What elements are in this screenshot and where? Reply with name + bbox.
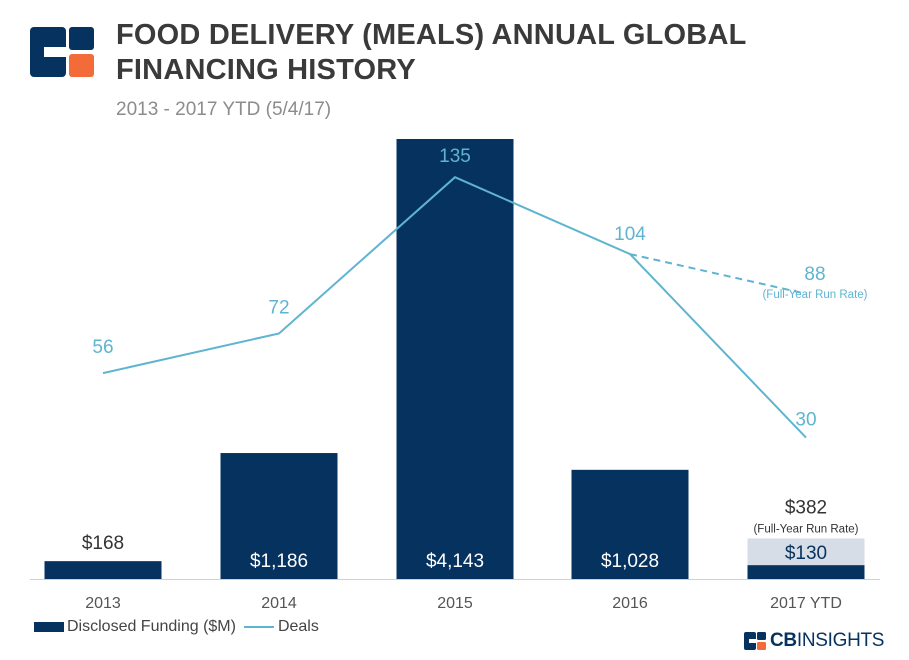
chart-title-block: FOOD DELIVERY (MEALS) ANNUAL GLOBAL FINA… bbox=[116, 18, 876, 88]
x-tick-label: 2014 bbox=[261, 595, 297, 612]
brand-prefix: CB bbox=[770, 630, 797, 651]
x-tick-label: 2013 bbox=[85, 595, 121, 612]
bar-value-label: $130 bbox=[785, 543, 827, 564]
x-tick-label: 2016 bbox=[612, 595, 648, 612]
deals-value-label: 56 bbox=[92, 337, 113, 358]
deals-value-label: 104 bbox=[614, 224, 646, 245]
x-tick-label: 2015 bbox=[437, 595, 473, 612]
legend-deals-swatch bbox=[243, 626, 274, 628]
cb-insights-logo bbox=[30, 27, 94, 77]
bar-value-label: $168 bbox=[82, 533, 124, 554]
deals-line bbox=[102, 176, 807, 439]
brand-suffix: INSIGHTS bbox=[796, 630, 885, 651]
bar-2017-ytd bbox=[747, 565, 865, 579]
chart-title: FOOD DELIVERY (MEALS) ANNUAL GLOBAL FINA… bbox=[116, 19, 746, 86]
deals-value-label: 30 bbox=[795, 410, 816, 431]
legend-funding-label: Disclosed Funding ($M) bbox=[67, 618, 236, 635]
deals-value-label: 72 bbox=[268, 297, 289, 318]
run-rate-funding-note: (Full-Year Run Rate) bbox=[753, 523, 858, 535]
logo-white-notch bbox=[44, 47, 66, 57]
bar-value-label: $1,028 bbox=[601, 551, 659, 572]
chart-legend: Disclosed Funding ($M) Deals bbox=[34, 618, 319, 636]
bar-2015 bbox=[396, 139, 514, 579]
bar-2013 bbox=[44, 561, 162, 579]
bar-2016 bbox=[571, 469, 689, 579]
bar-value-label: $1,186 bbox=[250, 551, 308, 572]
x-tick-label: 2017 YTD bbox=[770, 595, 842, 612]
deals-value-label: 135 bbox=[439, 146, 471, 167]
logo-navy-top-right bbox=[69, 27, 94, 50]
run-rate-deals-label: 88 bbox=[804, 264, 825, 285]
deals-run-rate-line bbox=[629, 253, 807, 295]
legend-funding-swatch bbox=[34, 622, 64, 632]
logo-orange-block bbox=[69, 54, 94, 77]
chart-subtitle: 2013 - 2017 YTD (5/4/17) bbox=[116, 99, 332, 120]
run-rate-deals-note: (Full-Year Run Rate) bbox=[762, 289, 867, 301]
bar-2014 bbox=[220, 453, 338, 579]
run-rate-funding-label: $382 bbox=[785, 497, 827, 518]
legend-deals-label: Deals bbox=[277, 618, 319, 635]
brand-footer: CBINSIGHTS bbox=[744, 630, 884, 652]
cb-insights-small-logo bbox=[744, 632, 766, 650]
brand-name: CBINSIGHTS bbox=[770, 630, 884, 652]
bar-value-label: $4,143 bbox=[426, 551, 484, 572]
